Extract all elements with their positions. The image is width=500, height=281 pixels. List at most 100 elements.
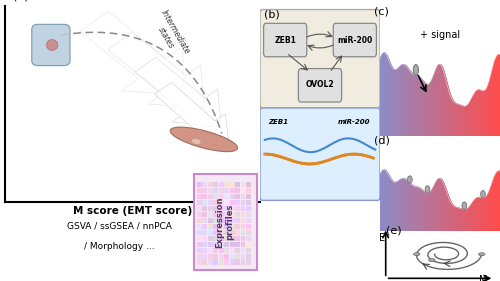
- Bar: [208, 188, 212, 193]
- Bar: [224, 248, 229, 253]
- Bar: [214, 242, 218, 247]
- Ellipse shape: [170, 127, 237, 152]
- Bar: [246, 236, 251, 241]
- Bar: [224, 230, 229, 235]
- Bar: [208, 236, 212, 241]
- Bar: [246, 248, 251, 253]
- Bar: [208, 242, 212, 247]
- Bar: [235, 248, 240, 253]
- Bar: [240, 188, 246, 193]
- Bar: [197, 248, 202, 253]
- Bar: [235, 194, 240, 199]
- Bar: [224, 236, 229, 241]
- Bar: [230, 194, 234, 199]
- Bar: [235, 188, 240, 193]
- Polygon shape: [154, 82, 230, 147]
- FancyBboxPatch shape: [260, 10, 380, 108]
- Bar: [224, 182, 229, 187]
- Bar: [224, 188, 229, 193]
- Bar: [230, 253, 234, 259]
- Bar: [219, 230, 224, 235]
- Bar: [219, 212, 224, 217]
- Bar: [246, 212, 251, 217]
- Bar: [235, 218, 240, 223]
- Bar: [214, 236, 218, 241]
- Bar: [230, 206, 234, 211]
- Bar: [230, 200, 234, 205]
- Bar: [246, 182, 251, 187]
- Text: ZEB1: ZEB1: [268, 119, 288, 125]
- Text: (c): (c): [374, 7, 389, 17]
- Bar: [230, 236, 234, 241]
- Bar: [224, 194, 229, 199]
- Bar: [240, 236, 246, 241]
- Bar: [240, 224, 246, 229]
- Text: M: M: [478, 275, 487, 281]
- Bar: [219, 206, 224, 211]
- Bar: [197, 236, 202, 241]
- FancyBboxPatch shape: [264, 23, 307, 57]
- Polygon shape: [80, 11, 184, 94]
- Bar: [219, 218, 224, 223]
- Bar: [219, 248, 224, 253]
- Bar: [240, 230, 246, 235]
- Bar: [224, 242, 229, 247]
- Text: OVOL2: OVOL2: [306, 80, 334, 89]
- Bar: [240, 248, 246, 253]
- Bar: [235, 259, 240, 265]
- Bar: [235, 182, 240, 187]
- Bar: [219, 188, 224, 193]
- Bar: [235, 206, 240, 211]
- Bar: [246, 200, 251, 205]
- Bar: [197, 194, 202, 199]
- Bar: [219, 253, 224, 259]
- Bar: [224, 212, 229, 217]
- Bar: [197, 259, 202, 265]
- Bar: [246, 224, 251, 229]
- Bar: [208, 200, 212, 205]
- Bar: [208, 253, 212, 259]
- Circle shape: [414, 253, 420, 256]
- Polygon shape: [108, 32, 204, 108]
- Bar: [240, 182, 246, 187]
- Bar: [230, 224, 234, 229]
- Bar: [202, 259, 207, 265]
- Circle shape: [480, 191, 486, 198]
- Text: miR-200: miR-200: [337, 35, 372, 45]
- Bar: [208, 212, 212, 217]
- Bar: [246, 206, 251, 211]
- Bar: [197, 188, 202, 193]
- Bar: [235, 236, 240, 241]
- Bar: [224, 253, 229, 259]
- Bar: [214, 182, 218, 187]
- Bar: [202, 248, 207, 253]
- Bar: [208, 248, 212, 253]
- Bar: [235, 253, 240, 259]
- Text: GSVA / ssGSEA / nnPCA: GSVA / ssGSEA / nnPCA: [68, 222, 172, 231]
- Bar: [240, 206, 246, 211]
- Text: (e): (e): [386, 226, 402, 236]
- Bar: [202, 218, 207, 223]
- Bar: [202, 253, 207, 259]
- FancyBboxPatch shape: [260, 108, 380, 200]
- Bar: [202, 230, 207, 235]
- Bar: [235, 224, 240, 229]
- Bar: [208, 194, 212, 199]
- Bar: [202, 206, 207, 211]
- Bar: [214, 212, 218, 217]
- Bar: [246, 194, 251, 199]
- Circle shape: [413, 65, 418, 76]
- Circle shape: [462, 202, 466, 209]
- Bar: [219, 200, 224, 205]
- Bar: [208, 259, 212, 265]
- Text: / Morphology ...: / Morphology ...: [84, 242, 155, 251]
- Bar: [230, 182, 234, 187]
- Bar: [202, 224, 207, 229]
- Bar: [202, 236, 207, 241]
- Bar: [214, 188, 218, 193]
- Bar: [197, 242, 202, 247]
- Bar: [214, 230, 218, 235]
- Bar: [224, 218, 229, 223]
- Bar: [197, 218, 202, 223]
- Bar: [224, 200, 229, 205]
